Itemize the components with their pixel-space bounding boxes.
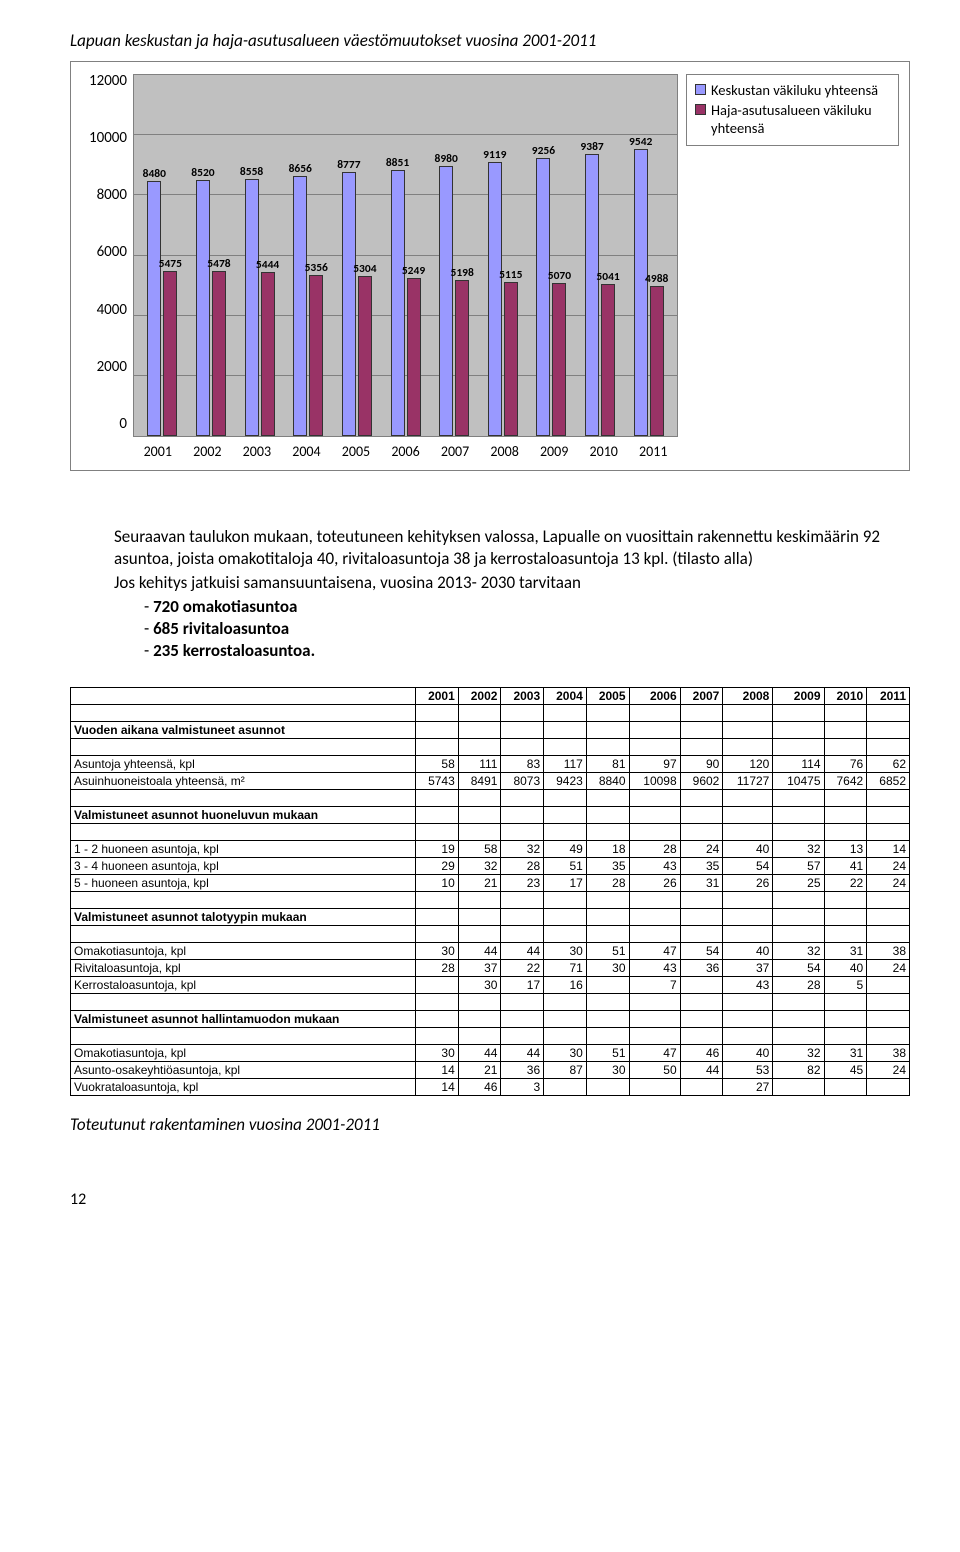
bar-red: 5198	[455, 280, 469, 436]
chart-title: Lapuan keskustan ja haja-asutusalueen vä…	[70, 30, 910, 51]
bar-blue: 9119	[488, 162, 502, 436]
y-axis: 12000 10000 8000 6000 4000 2000 0	[81, 74, 133, 460]
x-tick: 2009	[529, 443, 579, 460]
y-tick: 12000	[81, 74, 127, 89]
bar-red: 5304	[358, 276, 372, 436]
bar-red: 5475	[163, 271, 177, 436]
bar-label: 5249	[402, 264, 425, 278]
y-tick: 10000	[81, 131, 127, 146]
bar-label: 5304	[353, 262, 376, 276]
bar-blue: 8980	[439, 166, 453, 436]
bar-group: 87775304	[333, 75, 382, 436]
x-tick: 2007	[430, 443, 480, 460]
bar-group: 95424988	[624, 75, 673, 436]
y-tick: 4000	[81, 303, 127, 318]
bar-blue: 8851	[391, 170, 405, 436]
legend-item: Haja-asutusalueen väkiluku yhteensä	[695, 101, 890, 137]
bar-label: 5041	[596, 270, 619, 284]
bar-blue: 8656	[293, 176, 307, 436]
y-tick: 0	[81, 417, 127, 432]
bar-group: 92565070	[527, 75, 576, 436]
bar-label: 9542	[629, 135, 652, 149]
y-tick: 8000	[81, 188, 127, 203]
bar-blue: 9256	[536, 158, 550, 436]
x-tick: 2010	[579, 443, 629, 460]
bar-label: 9256	[532, 144, 555, 158]
bar-red: 5041	[601, 284, 615, 436]
x-axis: 2001200220032004200520062007200820092010…	[133, 437, 678, 460]
bar-group: 88515249	[381, 75, 430, 436]
y-tick: 6000	[81, 245, 127, 260]
bar-blue: 8480	[147, 181, 161, 436]
bar-label: 5444	[256, 258, 279, 272]
bar-blue: 9387	[585, 154, 599, 436]
legend-swatch	[695, 104, 706, 115]
bar-chart: 120001000080006000400020000 848054758520…	[70, 61, 910, 471]
bar-label: 5475	[159, 257, 182, 271]
bar-group: 89805198	[430, 75, 479, 436]
body-text: Seuraavan taulukon mukaan, toteutuneen k…	[70, 526, 910, 663]
legend-swatch	[695, 84, 706, 95]
bar-label: 8656	[289, 162, 312, 176]
paragraph-1: Seuraavan taulukon mukaan, toteutuneen k…	[114, 526, 900, 570]
legend-item: Keskustan väkiluku yhteensä	[695, 81, 890, 99]
bar-red: 4988	[650, 286, 664, 436]
bar-label: 8558	[240, 165, 263, 179]
x-tick: 2001	[133, 443, 183, 460]
bullet-2: 685 rivitaloasuntoa	[144, 618, 900, 640]
bar-label: 5070	[548, 269, 571, 283]
bar-red: 5478	[212, 271, 226, 436]
legend-label: Haja-asutusalueen väkiluku yhteensä	[711, 101, 890, 137]
bar-label: 8777	[337, 158, 360, 172]
bar-group: 85205478	[187, 75, 236, 436]
bar-blue: 8777	[342, 172, 356, 436]
x-tick: 2008	[480, 443, 530, 460]
bar-group: 91195115	[478, 75, 527, 436]
bullet-1: 720 omakotiasuntoa	[144, 596, 900, 618]
bar-label: 5198	[450, 266, 473, 280]
x-tick: 2011	[628, 443, 678, 460]
footer-caption: Toteutunut rakentaminen vuosina 2001-201…	[70, 1114, 910, 1135]
bar-red: 5115	[504, 282, 518, 436]
bar-blue: 8520	[196, 180, 210, 436]
bar-blue: 8558	[245, 179, 259, 436]
bar-label: 5478	[207, 257, 230, 271]
bar-label: 5356	[305, 261, 328, 275]
bar-label: 9119	[483, 148, 506, 162]
x-tick: 2005	[331, 443, 381, 460]
bar-group: 85585444	[235, 75, 284, 436]
bar-red: 5070	[552, 283, 566, 436]
bullet-3: 235 kerrostaloasuntoa.	[144, 640, 900, 662]
x-tick: 2004	[282, 443, 332, 460]
legend-label: Keskustan väkiluku yhteensä	[711, 81, 878, 99]
bar-label: 4988	[645, 272, 668, 286]
bar-group: 86565356	[284, 75, 333, 436]
plot-area: 8480547585205478855854448656535687775304…	[133, 74, 678, 437]
bar-label: 8980	[434, 152, 457, 166]
bar-label: 5115	[499, 268, 522, 282]
bar-red: 5356	[309, 275, 323, 436]
bar-label: 8851	[386, 156, 409, 170]
page-number: 12	[70, 1190, 910, 1209]
bar-label: 8480	[143, 167, 166, 181]
x-tick: 2006	[381, 443, 431, 460]
bar-group: 84805475	[138, 75, 187, 436]
legend: Keskustan väkiluku yhteensä Haja-asutusal…	[686, 74, 899, 146]
x-tick: 2003	[232, 443, 282, 460]
bar-label: 8520	[191, 166, 214, 180]
data-table: 2001200220032004200520062007200820092010…	[70, 687, 910, 1096]
bar-blue: 9542	[634, 149, 648, 436]
paragraph-2: Jos kehitys jatkuisi samansuuntaisena, v…	[114, 572, 900, 594]
bar-label: 9387	[580, 140, 603, 154]
bar-red: 5444	[261, 272, 275, 436]
bar-red: 5249	[407, 278, 421, 436]
x-tick: 2002	[183, 443, 233, 460]
y-tick: 2000	[81, 360, 127, 375]
bar-group: 93875041	[576, 75, 625, 436]
